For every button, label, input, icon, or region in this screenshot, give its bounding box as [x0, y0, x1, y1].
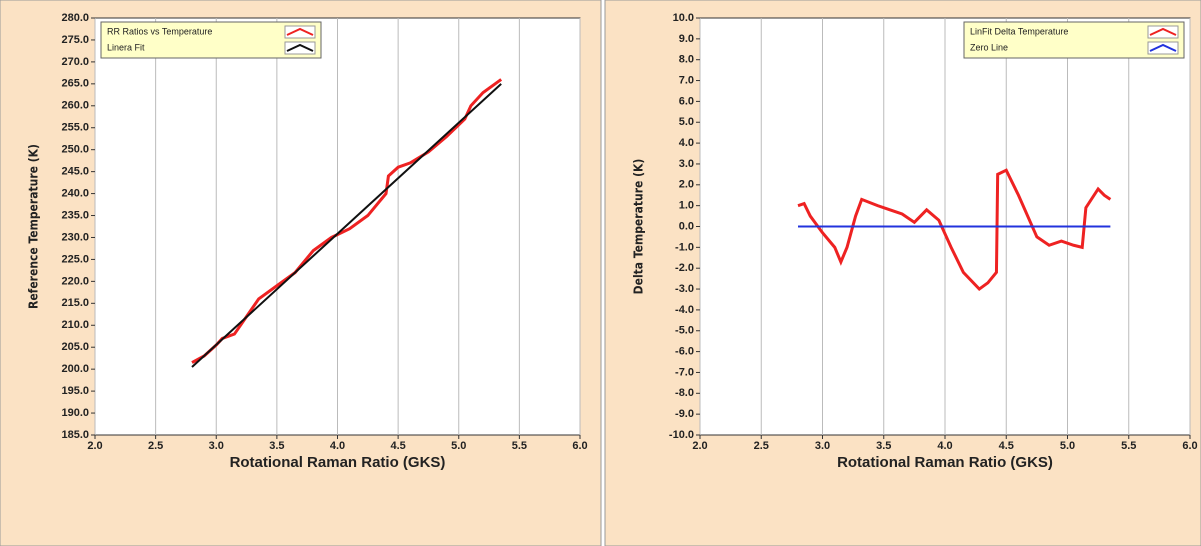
legend-box: [100, 21, 322, 59]
x-tick-label: 4.0: [937, 440, 952, 452]
y-tick-label: 8.0: [679, 54, 694, 66]
y-tick-label: -5.0: [675, 325, 694, 337]
y-tick-label: -7.0: [675, 366, 694, 378]
y-tick-label: 2.0: [679, 179, 694, 191]
x-tick-label: 3.0: [209, 440, 224, 452]
x-tick-label: 2.5: [754, 440, 769, 452]
y-tick-label: 9.0: [679, 33, 694, 45]
y-tick-label: 195.0: [61, 385, 89, 397]
y-axis-label: Delta Temperature (K): [632, 159, 646, 295]
x-tick-label: 6.0: [1182, 440, 1197, 452]
x-tick-label: 5.5: [512, 440, 527, 452]
y-tick-label: -9.0: [675, 408, 694, 420]
x-tick-label: 4.5: [999, 440, 1014, 452]
legend-swatch: [1149, 43, 1177, 52]
legend-swatch: [1149, 27, 1177, 36]
x-axis-label: Rotational Raman Ratio (GKS): [230, 454, 446, 471]
y-tick-label: 255.0: [61, 122, 89, 134]
y-tick-label: 205.0: [61, 341, 89, 353]
series-line: [191, 78, 503, 364]
legend-label: Linera Fit: [107, 42, 145, 52]
y-tick-label: 270.0: [61, 56, 89, 68]
x-tick-label: 6.0: [572, 440, 587, 452]
x-tick-label: 3.0: [815, 440, 830, 452]
y-tick-label: 4.0: [679, 137, 694, 149]
x-tick-label: 5.0: [451, 440, 466, 452]
y-tick-label: 1.0: [679, 200, 694, 212]
x-axis-label: Rotational Raman Ratio (GKS): [837, 454, 1053, 471]
y-tick-label: 3.0: [679, 158, 694, 170]
legend-label: RR Ratios vs Temperature: [107, 26, 212, 36]
legend-swatch: [286, 43, 314, 52]
y-tick-label: -1.0: [675, 241, 694, 253]
y-tick-label: 0.0: [679, 220, 694, 232]
y-axis-label: Reference Temperature (K): [27, 144, 41, 309]
legend-swatch-box: [284, 41, 316, 55]
y-tick-label: 220.0: [61, 275, 89, 287]
legend-swatch: [286, 27, 314, 36]
y-tick-label: 280.0: [61, 12, 89, 24]
y-tick-label: 185.0: [61, 429, 89, 441]
legend-swatch-box: [1147, 41, 1179, 55]
x-tick-label: 5.5: [1121, 440, 1136, 452]
y-tick-label: -8.0: [675, 387, 694, 399]
y-tick-label: 265.0: [61, 78, 89, 90]
legend-swatch-box: [284, 25, 316, 39]
y-tick-label: 245.0: [61, 166, 89, 178]
y-tick-label: 275.0: [61, 34, 89, 46]
y-tick-label: -2.0: [675, 262, 694, 274]
y-tick-label: -10.0: [669, 429, 694, 441]
y-tick-label: 215.0: [61, 297, 89, 309]
series-line: [797, 168, 1112, 292]
y-tick-label: 225.0: [61, 253, 89, 265]
x-tick-label: 4.5: [390, 440, 405, 452]
y-tick-label: 250.0: [61, 144, 89, 156]
y-tick-label: -6.0: [675, 346, 694, 358]
x-tick-label: 4.0: [330, 440, 345, 452]
x-tick-label: 2.0: [692, 440, 707, 452]
series-line: [191, 83, 502, 368]
legend-label: Zero Line: [970, 42, 1008, 52]
y-tick-label: 7.0: [679, 74, 694, 86]
x-tick-label: 2.5: [148, 440, 163, 452]
y-tick-label: 230.0: [61, 231, 89, 243]
y-tick-label: 6.0: [679, 95, 694, 107]
y-tick-label: 240.0: [61, 187, 89, 199]
y-tick-label: 260.0: [61, 100, 89, 112]
legend-swatch-box: [1147, 25, 1179, 39]
y-tick-label: -4.0: [675, 304, 694, 316]
x-tick-label: 3.5: [876, 440, 891, 452]
x-tick-label: 3.5: [269, 440, 284, 452]
legend-box: [963, 21, 1185, 59]
y-tick-label: 5.0: [679, 116, 694, 128]
legend-label: LinFit Delta Temperature: [970, 26, 1068, 36]
y-tick-label: 10.0: [673, 12, 694, 24]
y-tick-label: 235.0: [61, 209, 89, 221]
y-tick-label: 200.0: [61, 363, 89, 375]
y-tick-label: -3.0: [675, 283, 694, 295]
y-tick-label: 190.0: [61, 407, 89, 419]
y-tick-label: 210.0: [61, 319, 89, 331]
x-tick-label: 5.0: [1060, 440, 1075, 452]
x-tick-label: 2.0: [87, 440, 102, 452]
